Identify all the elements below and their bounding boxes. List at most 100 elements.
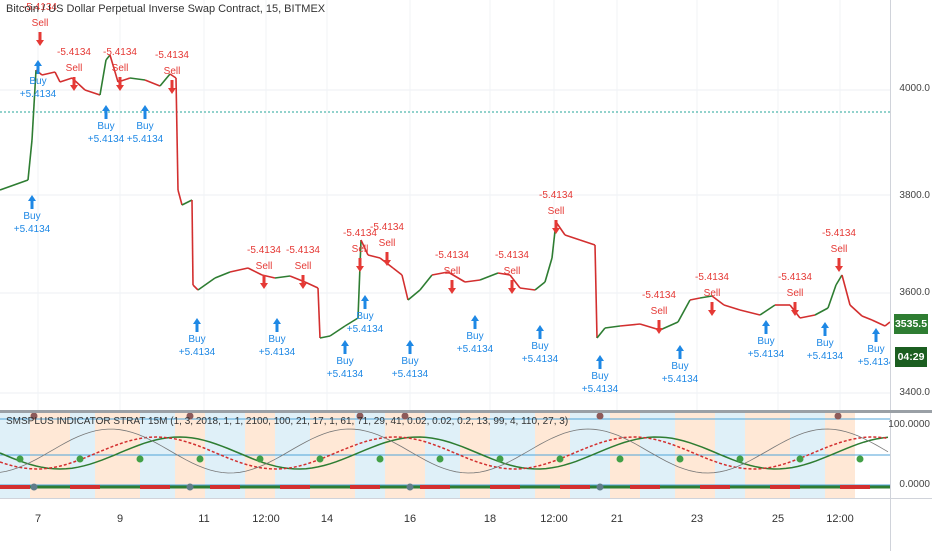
indicator-pane[interactable]: SMSPLUS INDICATOR STRAT 15M (1, 3, 2018,…	[0, 412, 890, 498]
price-axis-label: 3800.0	[899, 190, 930, 201]
price-line-segment	[84, 89, 101, 96]
arrow-up-icon	[471, 315, 479, 329]
price-line-segment	[197, 277, 216, 291]
price-line-segment	[392, 267, 403, 276]
indicator-top-dot	[401, 412, 409, 420]
buy-value: +5.4134	[347, 324, 384, 335]
indicator-cross-dot	[196, 455, 204, 463]
buy-label: Buy	[356, 311, 373, 322]
indicator-bottom-dot	[30, 483, 38, 491]
price-line-segment	[579, 239, 596, 246]
arrow-down-icon	[508, 280, 516, 294]
price-line-segment	[360, 239, 369, 256]
arrow-up-icon	[762, 320, 770, 334]
price-line-segment	[419, 274, 433, 291]
price-line-segment	[534, 281, 546, 291]
indicator-bottom-bar-segment	[70, 485, 100, 489]
sell-value: -5.4134	[247, 245, 281, 256]
arrow-down-icon	[260, 275, 268, 289]
price-line-segment	[849, 304, 863, 317]
sell-label: Sell	[548, 206, 565, 217]
arrow-up-icon	[193, 318, 201, 332]
time-tick: 12:00	[540, 513, 568, 525]
buy-value: +5.4134	[14, 224, 51, 235]
price-line-segment	[759, 304, 776, 316]
price-line-segment	[41, 71, 56, 76]
buy-value: +5.4134	[457, 344, 494, 355]
arrow-up-icon	[102, 105, 110, 119]
price-line-segment	[159, 73, 171, 87]
buy-value: +5.4134	[807, 351, 844, 362]
chart-title: Bitcoin / US Dollar Perpetual Inverse Sw…	[6, 3, 326, 15]
arrow-up-icon	[596, 355, 604, 369]
indicator-chart[interactable]	[0, 412, 890, 498]
price-line-segment	[317, 287, 321, 339]
sell-value: -5.4134	[695, 272, 729, 283]
indicator-bottom-bar-segment	[840, 485, 870, 489]
time-tick: 14	[320, 513, 334, 525]
price-chart[interactable]: Buy +5.4134 Buy +5.4134 Buy +5.4134 Buy +5.4134…	[0, 0, 895, 410]
price-axis[interactable]: 4000.0 3800.0 3600.0 3400.0	[890, 0, 932, 410]
sell-value: -5.4134	[23, 2, 57, 13]
time-tick: 12:00	[252, 513, 280, 525]
arrow-up-icon	[341, 340, 349, 354]
buy-value: +5.4134	[327, 369, 364, 380]
price-line-segment	[144, 79, 161, 87]
price-line-segment	[604, 325, 621, 329]
price-line-segment	[464, 279, 481, 283]
sell-value: -5.4134	[539, 190, 573, 201]
buy-label: Buy	[591, 371, 608, 382]
buy-label: Buy	[401, 356, 418, 367]
pane-separator[interactable]	[0, 410, 932, 413]
price-line-segment	[27, 139, 33, 181]
arrow-up-icon	[141, 105, 149, 119]
buy-label: Buy	[188, 334, 205, 345]
sell-value: -5.4134	[103, 47, 137, 58]
sell-label: Sell	[704, 288, 721, 299]
indicator-axis[interactable]: 100.0000 0.0000	[888, 413, 932, 498]
sell-label: Sell	[379, 238, 396, 249]
price-line-segment	[835, 274, 843, 286]
buy-value: +5.4134	[179, 347, 216, 358]
indicator-bottom-bar-segment	[280, 485, 310, 489]
price-line-segment	[274, 275, 291, 279]
sell-label: Sell	[32, 18, 49, 29]
sell-value: -5.4134	[370, 222, 404, 233]
time-tick: 7	[34, 513, 42, 525]
indicator-bottom-dot	[186, 483, 194, 491]
time-tick: 25	[771, 513, 785, 525]
arrow-down-icon	[116, 77, 124, 91]
price-chart-pane[interactable]: Buy +5.4134 Buy +5.4134 Buy +5.4134 Buy +5.4134…	[0, 0, 895, 410]
price-line-segment	[596, 327, 606, 339]
time-tick: 9	[116, 513, 124, 525]
time-axis[interactable]: 7 9 11 12:00 14 16 18 12:00 21 23 25 12:…	[0, 498, 890, 551]
buy-label: Buy	[97, 121, 114, 132]
price-line-segment	[659, 321, 679, 331]
buy-label: Buy	[336, 356, 353, 367]
buy-label: Buy	[136, 121, 153, 132]
indicator-bottom-bar-segment	[770, 485, 800, 489]
sell-value: -5.4134	[57, 47, 91, 58]
arrow-down-icon	[552, 220, 560, 234]
buy-value: +5.4134	[259, 347, 296, 358]
price-line-segment	[711, 295, 725, 306]
time-tick: 16	[403, 513, 417, 525]
indicator-top-dot	[834, 412, 842, 420]
price-line-segment	[814, 307, 829, 316]
buy-label: Buy	[531, 341, 548, 352]
sell-value: -5.4134	[435, 250, 469, 261]
sell-label: Sell	[256, 261, 273, 272]
price-line-segment	[861, 315, 873, 321]
indicator-cross-dot	[856, 455, 864, 463]
indicator-bottom-bar-segment	[0, 485, 30, 489]
indicator-title: SMSPLUS INDICATOR STRAT 15M (1, 3, 2018,…	[6, 416, 569, 427]
price-line-segment	[181, 199, 193, 206]
buy-value: +5.4134	[20, 89, 57, 100]
sell-value: -5.4134	[822, 228, 856, 239]
price-line-segment	[54, 71, 61, 83]
price-line-segment	[564, 234, 581, 241]
indicator-top-dot	[30, 412, 38, 420]
buy-label: Buy	[268, 334, 285, 345]
price-line-segment	[619, 323, 641, 327]
price-line-segment	[497, 272, 511, 276]
